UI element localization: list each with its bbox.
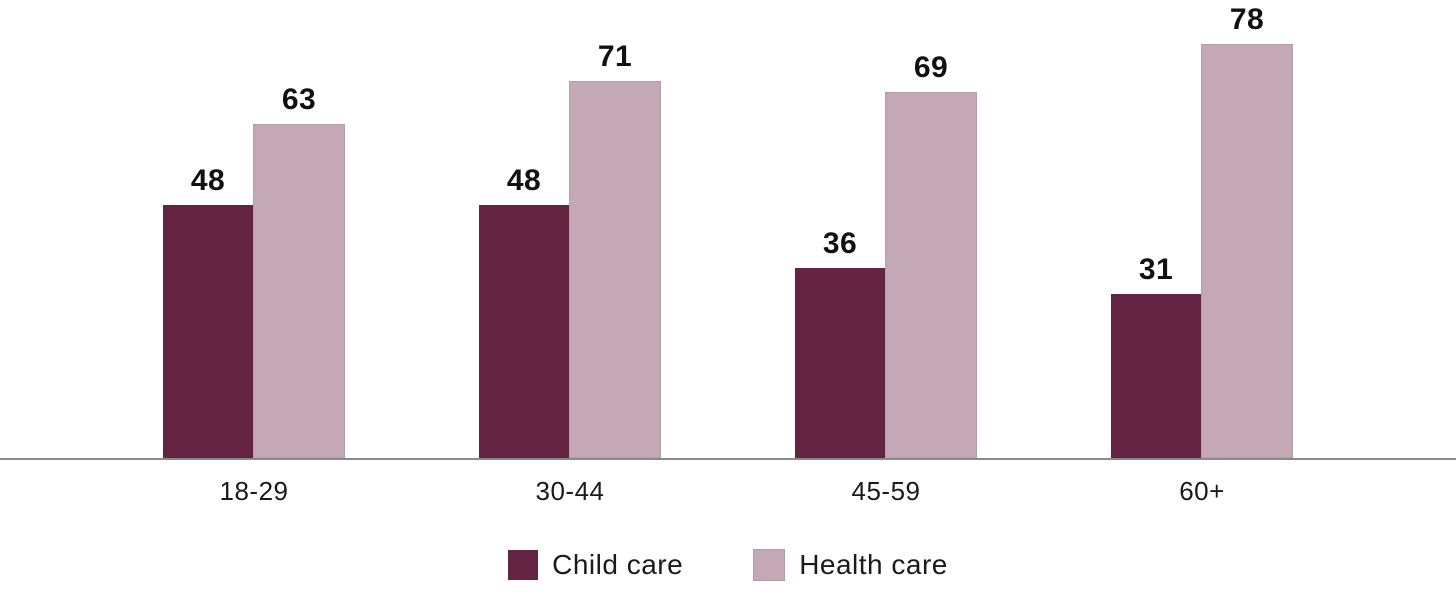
x-axis-labels: 18-29 30-44 45-59 60+ [0, 476, 1456, 507]
bar-group-60-plus: 31 78 [1044, 0, 1360, 458]
bar-wrap: 71 [569, 42, 661, 458]
legend-item-child-care: Child care [508, 549, 683, 581]
bar-health-care [1201, 44, 1293, 458]
legend-swatch-child-care [508, 550, 539, 580]
bar-wrap: 36 [795, 229, 885, 458]
bar-child-care [163, 204, 253, 458]
data-label: 48 [506, 163, 542, 197]
bar-child-care [479, 204, 569, 458]
bar-wrap: 63 [253, 82, 345, 458]
legend-swatch-health-care [753, 549, 786, 581]
bar-health-care [569, 81, 661, 458]
bar-health-care [253, 123, 345, 458]
bar-group-45-59: 36 69 [728, 0, 1044, 458]
legend-label-child-care: Child care [552, 549, 684, 580]
data-label: 71 [597, 40, 633, 74]
x-axis-label-60-plus: 60+ [1179, 476, 1225, 506]
plot-area: 48 63 48 71 36 69 [0, 0, 1456, 460]
bar-group-30-44: 48 71 [412, 0, 728, 458]
data-label: 78 [1229, 3, 1265, 37]
bar-child-care [795, 268, 885, 458]
bar-wrap: 78 [1201, 5, 1293, 458]
data-label: 36 [822, 227, 858, 260]
data-label: 48 [190, 163, 226, 197]
bar-wrap: 48 [163, 163, 253, 458]
x-axis-label-18-29: 18-29 [219, 476, 289, 506]
data-label: 69 [913, 50, 949, 84]
x-axis-label-30-44: 30-44 [535, 476, 605, 506]
data-label: 63 [281, 82, 317, 116]
data-label: 31 [1138, 253, 1174, 287]
bar-group-18-29: 48 63 [96, 0, 412, 458]
legend-label-health-care: Health care [799, 549, 948, 580]
bar-wrap: 31 [1111, 255, 1201, 458]
bar-health-care [885, 91, 977, 458]
legend: Child care Health care [0, 549, 1456, 581]
legend-item-health-care: Health care [753, 549, 948, 581]
bar-child-care [1111, 294, 1201, 458]
x-axis-label-45-59: 45-59 [851, 476, 921, 506]
bar-wrap: 48 [479, 163, 569, 458]
bar-wrap: 69 [885, 50, 977, 458]
